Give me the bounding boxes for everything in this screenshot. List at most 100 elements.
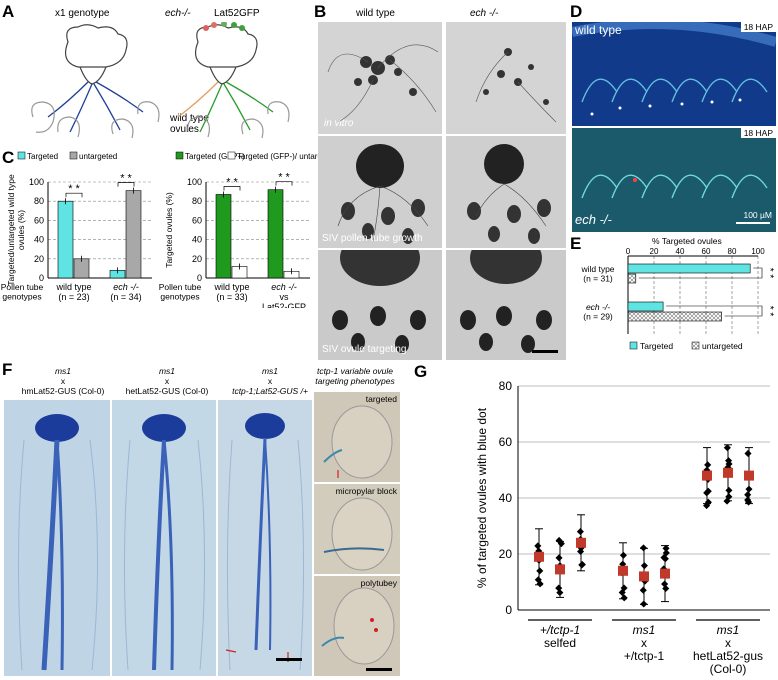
col-ech: ech -/- <box>470 8 499 19</box>
g-point-1-1-6 <box>639 586 647 594</box>
c2-ytick-0: 0 <box>197 273 202 283</box>
f-cross-2: ms1 x hetLat52-GUS (Col-0) <box>112 366 222 396</box>
c1-xtitle: Pollen tube genotypes <box>1 282 44 302</box>
photo-wt-in-vitro: in vitro <box>318 22 442 134</box>
panel-letter-f: F <box>2 360 13 379</box>
row-siv-targeting-label: SIV ovule targeting <box>322 344 407 355</box>
g-mean-1-2 <box>660 568 670 579</box>
c2-legend-swatch-1 <box>227 151 236 160</box>
c2-sig-bracket-1 <box>275 181 293 186</box>
photo-f-3 <box>218 400 312 676</box>
g-mean-2-0 <box>702 470 712 481</box>
c2-ytick-5: 100 <box>187 177 202 187</box>
e-legend-label-0: Targeted <box>640 341 673 351</box>
c2-ytick-4: 80 <box>192 196 202 206</box>
c2-sig-stars-0: * * <box>226 176 238 188</box>
f-cross-3-line-1: ms1 <box>261 366 279 376</box>
c1-sig-stars-1: * * <box>120 173 132 185</box>
g-group-label-0: +/tctp-1 selfed <box>540 623 580 650</box>
row-siv-growth-label: SIV pollen tube growth <box>322 233 423 244</box>
c2-ylabel: Targeted ovules (%) <box>164 192 174 268</box>
chart-e: 0 20 40 60 80 100 wild type (n = 31) * * ech -/-(… <box>580 247 775 351</box>
e-xtick-0: 0 <box>626 247 631 256</box>
g-mean-1-0 <box>618 565 628 576</box>
c1-ytick-0: 0 <box>39 273 44 283</box>
f-inset-title: tctp-1 variable ovule targeting phenotyp… <box>315 366 395 386</box>
c1-legend-swatch-1 <box>69 151 78 160</box>
c1-category-1: ech -/-(n = 34) <box>110 282 141 302</box>
c2-sig-bracket-0 <box>223 186 241 191</box>
c1-legend-swatch-0 <box>17 151 26 160</box>
photo-wt-siv-targeting: SIV ovule targeting <box>318 250 442 360</box>
f-inset-2-label: micropylar block <box>335 486 397 496</box>
e-bar-0-0 <box>627 263 751 274</box>
ech-label: ech-/- <box>165 8 191 19</box>
chart-c1: Targeted untargeted 0 20 40 60 80 100Targeted/u… <box>1 151 152 302</box>
chart-g: 0 20 40 60 80 % of targeted ovules with blue … <box>475 379 770 676</box>
f-inset-3-label: polytubey <box>360 578 397 588</box>
f-cross-3-line-2: x <box>267 376 273 386</box>
f-cross-1: ms1 x hmLat52-GUS (Col-0) <box>8 366 118 396</box>
g-ytick-2: 40 <box>499 491 513 505</box>
g-mean-0-0 <box>534 551 544 562</box>
e-bar-1-0 <box>627 301 664 312</box>
row-in-vitro-label: in vitro <box>324 118 354 129</box>
g-point-0-2-5 <box>578 561 586 569</box>
e-title: % Targeted ovules <box>652 236 722 246</box>
photo-ech-in-vitro <box>446 22 566 134</box>
x1-pistil-drawing <box>31 24 160 139</box>
d-wild-type-label: wild type <box>575 23 622 37</box>
g-point-0-1-1 <box>555 554 563 562</box>
panel-letter-a: A <box>2 2 15 21</box>
g-mean-2-2 <box>744 470 754 481</box>
photo-f-2 <box>112 400 216 676</box>
g-ytick-3: 60 <box>499 435 513 449</box>
c1-ytick-3: 60 <box>34 215 44 225</box>
e-sig-stars-1: * * <box>764 306 775 317</box>
g-point-2-1-6 <box>725 486 733 494</box>
c1-category-0: wild type (n = 23) <box>55 282 91 302</box>
g-ylabel: % of targeted ovules with blue dot <box>475 407 489 588</box>
c1-ytick-5: 100 <box>29 177 44 187</box>
col-wild-type: wild type <box>356 8 395 19</box>
c1-ytick-4: 80 <box>34 196 44 206</box>
g-point-2-1-5 <box>725 460 733 468</box>
g-point-0-2-1 <box>576 528 584 536</box>
panel-letter-e: E <box>570 234 582 253</box>
e-sig-bracket-0 <box>638 267 763 279</box>
f-cross-2-line-1: ms1 <box>158 366 176 376</box>
x1-genotype-label: x1 genotype <box>55 8 110 19</box>
g-point-1-2-3 <box>662 544 670 552</box>
c2-ytick-3: 60 <box>192 215 202 225</box>
g-ytick-4: 80 <box>499 379 513 393</box>
f-cross-2-line-3: hetLat52-GUS (Col-0) <box>125 386 209 396</box>
f-inset-1-label: targeted <box>365 394 397 404</box>
c1-ylabel: Targeted/untargeted wild typeovules (%) <box>6 174 26 286</box>
g-mean-1-1 <box>639 571 649 582</box>
panel-letter-c: C <box>2 148 15 167</box>
e-xtick-4: 80 <box>728 247 737 256</box>
c2-ytick-2: 40 <box>192 235 202 245</box>
c1-sig-bracket-1 <box>117 182 135 187</box>
photo-f-inset-polytubey: polytubey <box>314 576 400 676</box>
c1-bar-1-1 <box>125 190 142 279</box>
d-hap-label-1: 18 HAP <box>740 22 776 32</box>
g-mean-0-2 <box>576 537 586 548</box>
g-point-0-0-5 <box>536 567 544 575</box>
g-group-label-2: ms1 x hetLat52-gus (Col-0) <box>693 623 763 676</box>
c2-legend-label-1: Targeted (GFP-)/ untargeted <box>237 152 318 161</box>
g-mean-0-1 <box>555 564 565 575</box>
g-ytick-1: 20 <box>499 547 513 561</box>
g-mean-2-1 <box>723 467 733 478</box>
panel-letter-b: B <box>314 2 327 21</box>
e-category-1: ech -/-(n = 29) <box>583 302 613 322</box>
e-sig-bracket-1 <box>666 305 763 317</box>
panel-letter-d: D <box>570 2 583 21</box>
photo-wt-siv-growth: SIV pollen tube growth <box>318 136 442 248</box>
c2-category-0: wild type (n = 33) <box>213 282 249 302</box>
f-cross-1-line-2: x <box>60 376 66 386</box>
f-cross-3: ms1 x tctp-1;Lat52-GUS /+ <box>215 366 325 396</box>
e-bar-1-1 <box>627 311 722 322</box>
g-point-2-0-1 <box>704 461 712 469</box>
ech-pistil-drawing <box>177 22 290 139</box>
